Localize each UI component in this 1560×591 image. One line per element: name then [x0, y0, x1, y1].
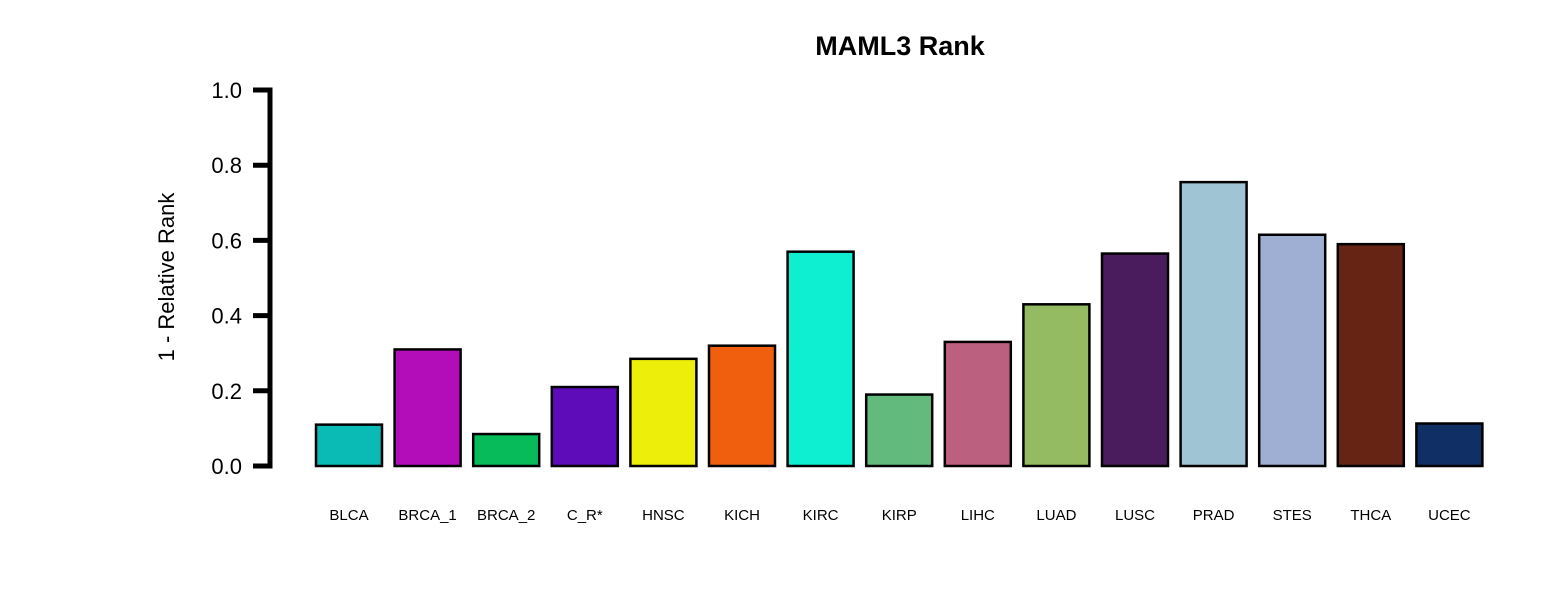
bar-thca	[1336, 242, 1406, 468]
y-tick-label: 0.8	[211, 153, 242, 178]
x-category-label: BRCA_1	[398, 507, 456, 524]
bar-luad	[1022, 303, 1091, 468]
y-tick-label: 0.4	[211, 304, 242, 329]
x-category-label: LUSC	[1115, 507, 1155, 524]
bars-group	[314, 180, 1484, 468]
bar-hnsc	[629, 357, 698, 468]
x-category-label: KICH	[724, 507, 760, 524]
bar-brca-2	[471, 432, 541, 468]
bar-kirc	[786, 250, 855, 468]
x-category-label: LUAD	[1036, 507, 1076, 524]
x-category-label: BLCA	[329, 507, 368, 524]
x-category-label: PRAD	[1193, 507, 1235, 524]
x-axis-labels: BLCA BRCA_1 BRCA_2 C_R* HNSC KICH KIRC KIRP LIHC…	[329, 507, 1470, 524]
y-tick-label: 0.6	[211, 228, 242, 253]
bar-lihc	[943, 340, 1013, 468]
x-category-label: UCEC	[1428, 507, 1471, 524]
x-category-label: STES	[1273, 507, 1312, 524]
x-category-label: LIHC	[961, 507, 995, 524]
bar-stes	[1257, 233, 1327, 468]
x-category-label: KIRP	[882, 507, 917, 524]
bar-kich	[707, 344, 777, 468]
bar-ucec	[1415, 422, 1484, 468]
bar-blca	[314, 423, 384, 468]
x-category-label: THCA	[1350, 507, 1391, 524]
y-tick-label: 0.0	[211, 454, 242, 479]
x-category-label: C_R*	[567, 507, 603, 524]
chart-title: MAML3 Rank	[815, 31, 985, 61]
bar-c-r	[550, 385, 620, 468]
bar-lusc	[1100, 252, 1170, 468]
bar-brca-1	[393, 348, 462, 468]
bar-kirp	[864, 393, 934, 468]
x-category-label: KIRC	[803, 507, 839, 524]
y-tick-label: 0.2	[211, 379, 242, 404]
y-axis-label: 1 - Relative Rank	[154, 192, 179, 362]
y-axis: 0.0 0.2 0.4 0.6 0.8 1.0	[211, 78, 273, 479]
x-category-label: HNSC	[642, 507, 685, 524]
x-category-label: BRCA_2	[477, 507, 535, 524]
bar-prad	[1179, 180, 1248, 468]
y-tick-label: 1.0	[211, 78, 242, 103]
